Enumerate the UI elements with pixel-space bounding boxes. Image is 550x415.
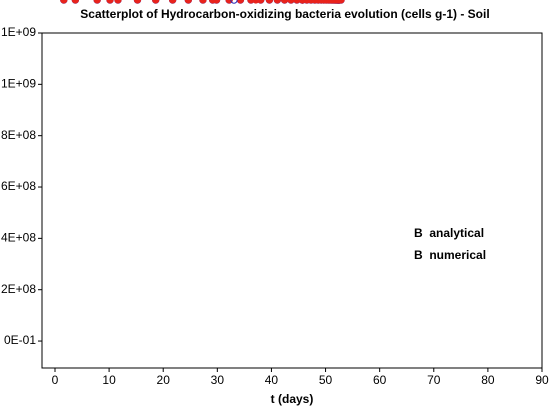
legend-marker [252,0,260,4]
point [199,0,207,4]
legend-marker [230,0,238,4]
point [169,0,177,4]
point [71,0,79,4]
point [287,0,295,4]
x-tick-label: 60 [373,373,387,387]
point [184,0,192,4]
point [280,0,289,4]
y-tick-label: 8E+08 [1,128,36,142]
x-tick-label: 80 [481,373,495,387]
x-tick-label: 10 [102,373,116,387]
x-tick-label: 50 [319,373,333,387]
x-tick-label: 70 [427,373,441,387]
y-tick-label: 6E+08 [1,179,36,193]
point [152,0,160,4]
point [93,0,101,4]
x-axis-label: t (days) [271,392,314,406]
point [335,0,344,4]
y-tick-label: 4E+08 [1,231,36,245]
point [133,0,142,4]
y-tick-label: 1E+09 [1,77,36,91]
point [212,0,221,4]
x-tick-label: 0 [52,373,59,387]
x-tick-label: 90 [535,373,549,387]
point [273,0,281,4]
point [60,0,68,4]
y-tick-label: 2E+08 [1,282,36,296]
y-tick-label: 1E+09 [1,25,36,39]
chart-title: Scatterplot of Hydrocarbon-oxidizing bac… [80,7,489,21]
legend-label: B numerical [414,248,486,262]
y-tick-label: 0E-01 [4,333,36,347]
x-tick-label: 20 [157,373,171,387]
point [114,0,122,4]
legend-label: B analytical [414,226,484,240]
x-tick-label: 30 [211,373,225,387]
point [265,0,274,4]
point [106,0,114,4]
plot-frame [41,32,543,369]
point [236,0,245,4]
x-tick-label: 40 [265,373,279,387]
point [293,0,301,4]
